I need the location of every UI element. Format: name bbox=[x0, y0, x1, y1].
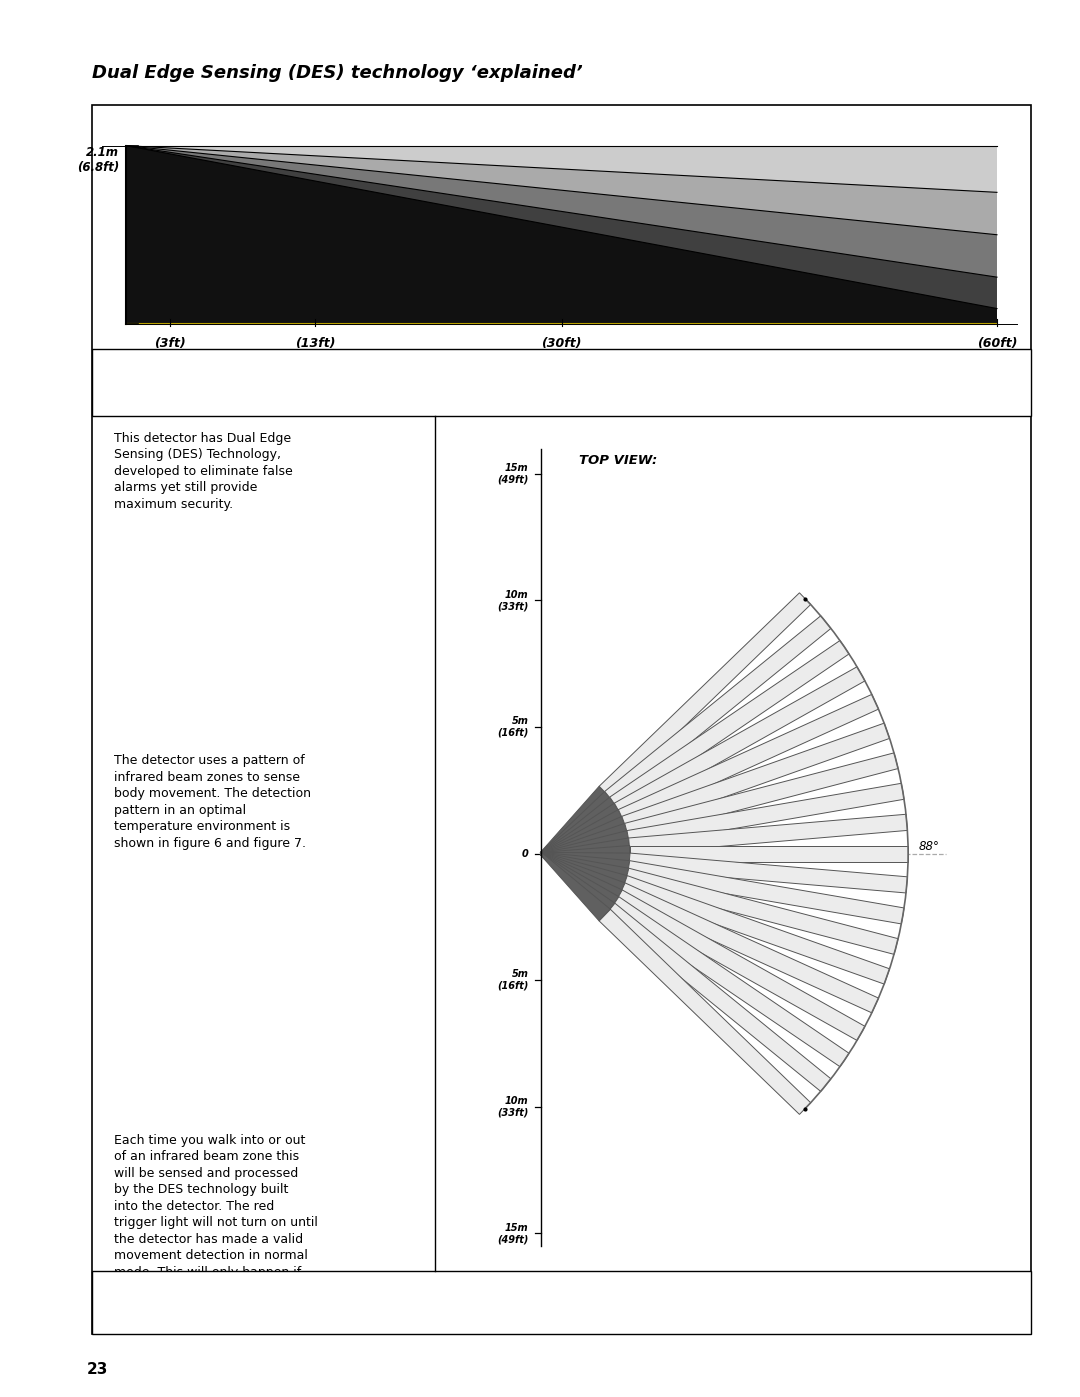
Polygon shape bbox=[619, 883, 878, 1013]
Polygon shape bbox=[599, 592, 811, 798]
Text: 15m
(49ft): 15m (49ft) bbox=[497, 1222, 528, 1245]
Polygon shape bbox=[630, 845, 908, 862]
Polygon shape bbox=[605, 616, 831, 805]
Polygon shape bbox=[615, 666, 865, 817]
Text: 0: 0 bbox=[522, 848, 528, 859]
Text: TOP VIEW:: TOP VIEW: bbox=[579, 454, 658, 467]
Polygon shape bbox=[541, 810, 625, 855]
Polygon shape bbox=[126, 145, 997, 324]
Polygon shape bbox=[541, 816, 627, 855]
Polygon shape bbox=[599, 909, 811, 1115]
Text: 5m
(16ft): 5m (16ft) bbox=[497, 717, 528, 738]
Polygon shape bbox=[622, 724, 890, 831]
Polygon shape bbox=[629, 854, 907, 893]
Polygon shape bbox=[627, 861, 904, 923]
Polygon shape bbox=[629, 814, 907, 854]
Text: 5m
(16ft): 5m (16ft) bbox=[497, 970, 528, 990]
Polygon shape bbox=[541, 838, 630, 855]
Text: The detector uses a pattern of
infrared beam zones to sense
body movement. The d: The detector uses a pattern of infrared … bbox=[113, 754, 311, 849]
Polygon shape bbox=[126, 145, 997, 324]
Polygon shape bbox=[605, 904, 831, 1091]
Polygon shape bbox=[540, 852, 610, 921]
Polygon shape bbox=[126, 145, 997, 324]
Text: This detector has Dual Edge
Sensing (DES) Technology,
developed to eliminate fal: This detector has Dual Edge Sensing (DES… bbox=[113, 432, 293, 511]
Polygon shape bbox=[619, 694, 878, 824]
Polygon shape bbox=[624, 753, 899, 840]
Polygon shape bbox=[540, 792, 615, 855]
Text: (30ft): (30ft) bbox=[541, 337, 582, 349]
Text: 10m
(33ft): 10m (33ft) bbox=[497, 590, 528, 612]
Text: (13ft): (13ft) bbox=[295, 337, 335, 349]
Polygon shape bbox=[541, 845, 630, 862]
Polygon shape bbox=[610, 640, 849, 810]
Text: 88°: 88° bbox=[918, 840, 940, 852]
Polygon shape bbox=[540, 852, 615, 916]
Polygon shape bbox=[541, 852, 630, 877]
Polygon shape bbox=[541, 823, 629, 855]
Polygon shape bbox=[610, 897, 849, 1067]
Polygon shape bbox=[540, 852, 619, 909]
Polygon shape bbox=[627, 784, 904, 847]
Polygon shape bbox=[541, 831, 630, 855]
Text: 23: 23 bbox=[86, 1362, 108, 1376]
Text: Figure 3 – side view, detection pattern in optimal temperature environment: Figure 3 – side view, detection pattern … bbox=[248, 376, 875, 390]
Text: 10m
(33ft): 10m (33ft) bbox=[497, 1095, 528, 1118]
Polygon shape bbox=[541, 852, 630, 869]
Text: (60ft): (60ft) bbox=[976, 337, 1017, 349]
Polygon shape bbox=[541, 852, 627, 891]
Polygon shape bbox=[615, 890, 865, 1041]
Polygon shape bbox=[540, 852, 622, 904]
Polygon shape bbox=[540, 798, 619, 855]
Text: (3ft): (3ft) bbox=[153, 337, 186, 349]
Text: Dual Edge Sensing (DES) technology ‘explained’: Dual Edge Sensing (DES) technology ‘expl… bbox=[92, 64, 582, 81]
Polygon shape bbox=[622, 876, 890, 983]
Polygon shape bbox=[541, 852, 625, 898]
Polygon shape bbox=[624, 868, 899, 954]
Polygon shape bbox=[126, 145, 997, 324]
Text: 2.1m
(6.8ft): 2.1m (6.8ft) bbox=[77, 145, 119, 173]
Text: Figure 4 – detection pattern in the optimal temperature environment: Figure 4 – detection pattern in the opti… bbox=[276, 1295, 847, 1310]
Text: Each time you walk into or out
of an infrared beam zone this
will be sensed and : Each time you walk into or out of an inf… bbox=[113, 1134, 318, 1312]
Text: 15m
(49ft): 15m (49ft) bbox=[497, 464, 528, 485]
Polygon shape bbox=[126, 145, 997, 324]
Polygon shape bbox=[540, 803, 622, 855]
Polygon shape bbox=[540, 787, 610, 855]
Polygon shape bbox=[541, 852, 629, 884]
